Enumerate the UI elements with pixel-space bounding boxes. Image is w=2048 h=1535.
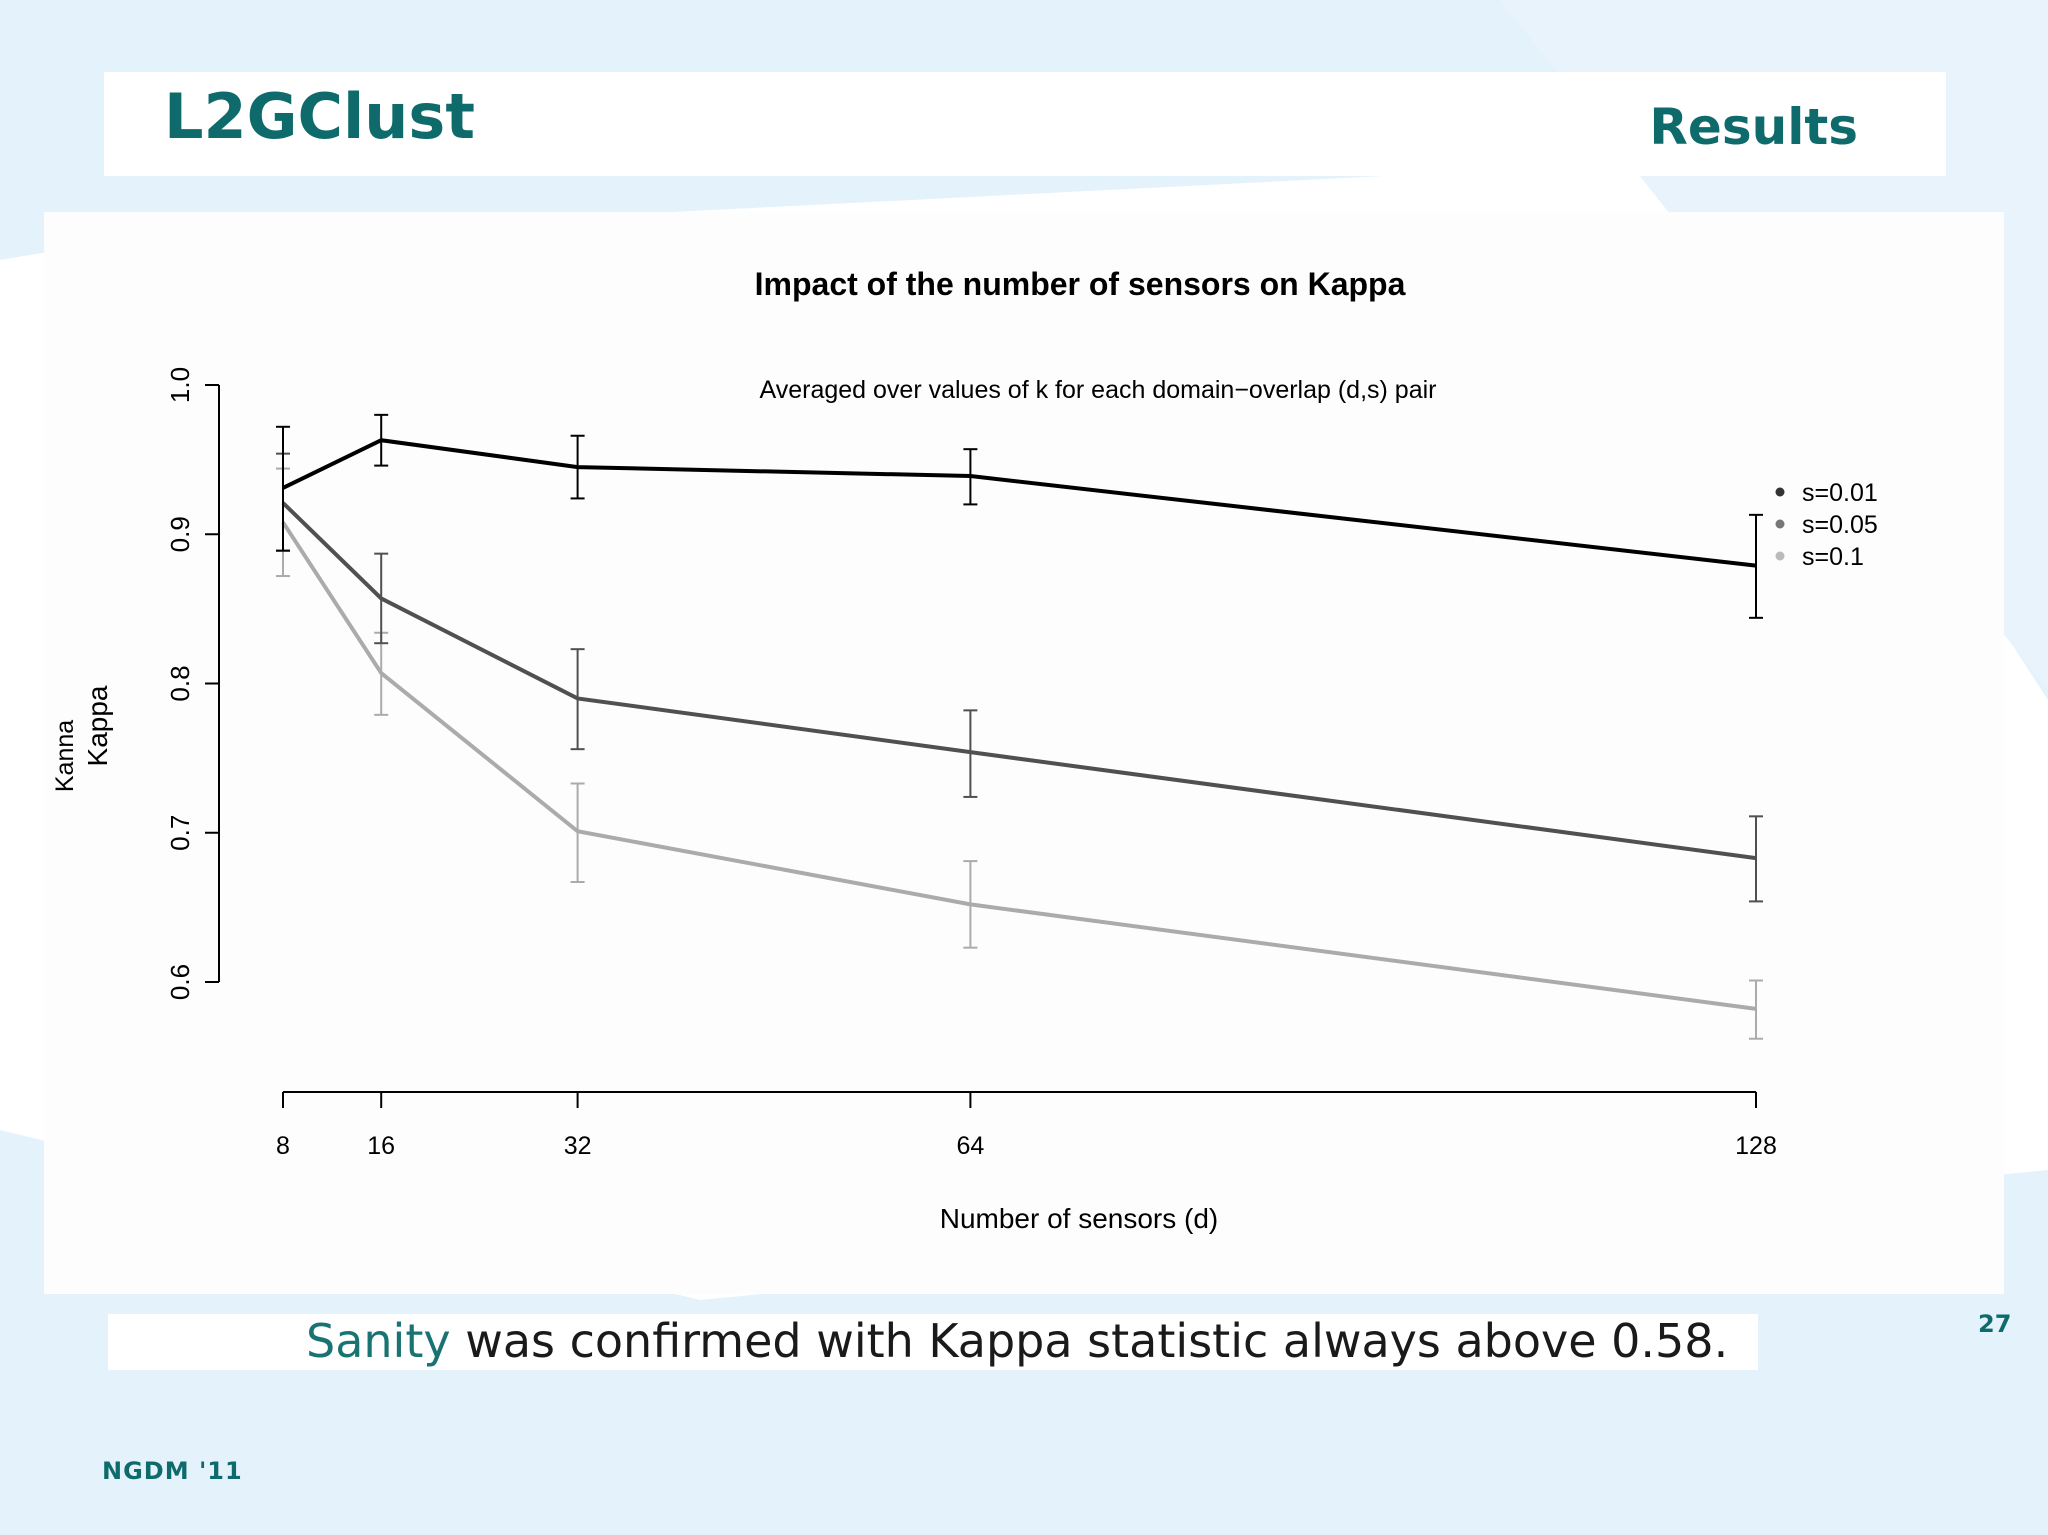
legend-label: s=0.1 (1802, 543, 1864, 571)
series-s-0-05 (276, 452, 1763, 903)
page-number: 27 (1978, 1310, 2012, 1338)
slide-title: L2GClust (164, 80, 475, 153)
series-s-0-1 (276, 467, 1763, 1040)
y-axis-label-ghost: Kanna (51, 720, 79, 792)
series-s-0-01 (276, 413, 1763, 619)
caption-band (108, 1314, 1758, 1370)
x-tick-label: 128 (1735, 1132, 1777, 1160)
series-line (281, 501, 1757, 861)
x-tick-label: 64 (956, 1132, 984, 1160)
section-title: Results (1649, 98, 1858, 156)
x-tick-label: 8 (276, 1132, 290, 1160)
title-band (104, 72, 1946, 176)
caption-accent: Sanity (306, 1314, 451, 1368)
x-tick-label: 16 (367, 1132, 395, 1160)
chart-subtitle: Averaged over values of k for each domai… (760, 376, 1437, 404)
y-tick-label: 1.0 (165, 367, 195, 403)
legend: s=0.01 s=0.05 s=0.1 (1775, 479, 1878, 571)
series-line (281, 521, 1757, 1011)
chart-panel (44, 212, 2004, 1294)
x-axis: 8 16 32 64 128 (276, 1091, 1777, 1160)
legend-marker (1775, 519, 1785, 529)
legend-label: s=0.05 (1802, 511, 1878, 539)
x-axis-label: Number of sensors (d) (940, 1203, 1219, 1234)
series-line (282, 438, 1757, 568)
y-tick-label: 0.8 (165, 665, 195, 701)
y-tick-label: 0.6 (165, 964, 195, 1000)
kappa-line-chart: Impact of the number of sensors on Kappa… (51, 266, 1878, 1234)
caption-text: was confirmed with Kappa statistic alway… (450, 1314, 1729, 1368)
y-tick-label: 0.7 (165, 815, 195, 851)
legend-label: s=0.01 (1802, 479, 1878, 507)
y-axis: 0.6 0.7 0.8 0.9 1.0 (165, 367, 220, 1000)
series-layer (276, 413, 1763, 1040)
y-tick-label: 0.9 (165, 516, 195, 552)
caption: Sanity was confirmed with Kappa statisti… (306, 1316, 1728, 1367)
legend-marker (1775, 487, 1785, 497)
x-tick-label: 32 (564, 1132, 592, 1160)
chart-title: Impact of the number of sensors on Kappa (755, 266, 1406, 302)
legend-marker (1775, 551, 1785, 561)
footer-label: NGDM '11 (102, 1457, 243, 1485)
y-axis-label: Kappa (82, 685, 113, 766)
